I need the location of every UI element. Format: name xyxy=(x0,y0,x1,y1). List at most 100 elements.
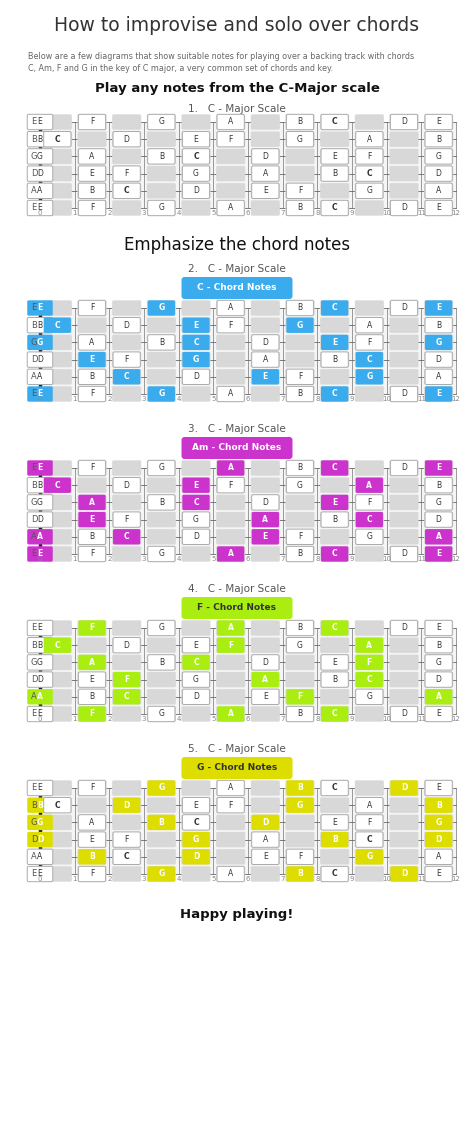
Text: A: A xyxy=(228,118,233,127)
Text: 10: 10 xyxy=(382,555,391,562)
FancyBboxPatch shape xyxy=(286,461,314,475)
FancyBboxPatch shape xyxy=(78,200,106,216)
FancyBboxPatch shape xyxy=(78,352,106,367)
FancyBboxPatch shape xyxy=(320,495,349,510)
Text: 8: 8 xyxy=(315,716,319,722)
Text: 4: 4 xyxy=(176,876,181,882)
FancyBboxPatch shape xyxy=(78,866,107,881)
FancyBboxPatch shape xyxy=(78,689,106,704)
FancyBboxPatch shape xyxy=(390,815,419,830)
FancyBboxPatch shape xyxy=(112,512,141,527)
Text: B: B xyxy=(298,118,302,127)
FancyBboxPatch shape xyxy=(216,638,245,653)
Text: 9: 9 xyxy=(350,210,354,216)
FancyBboxPatch shape xyxy=(43,638,72,653)
FancyBboxPatch shape xyxy=(112,781,141,796)
FancyBboxPatch shape xyxy=(424,461,453,475)
FancyBboxPatch shape xyxy=(251,131,280,147)
FancyBboxPatch shape xyxy=(425,529,452,544)
FancyBboxPatch shape xyxy=(285,131,315,147)
Text: E: E xyxy=(436,870,441,879)
Text: C: C xyxy=(366,355,372,365)
FancyBboxPatch shape xyxy=(182,815,210,830)
FancyBboxPatch shape xyxy=(251,815,280,830)
Text: C: C xyxy=(124,853,129,862)
Text: 7: 7 xyxy=(281,395,285,402)
FancyBboxPatch shape xyxy=(182,369,210,384)
Text: G: G xyxy=(193,676,199,685)
FancyBboxPatch shape xyxy=(43,318,72,333)
FancyBboxPatch shape xyxy=(147,114,176,129)
FancyBboxPatch shape xyxy=(182,277,292,299)
FancyBboxPatch shape xyxy=(355,638,384,653)
Text: A: A xyxy=(228,203,233,213)
Text: D: D xyxy=(401,304,407,312)
Text: 3: 3 xyxy=(142,876,146,882)
Text: D: D xyxy=(124,135,129,144)
Text: How to improvise and solo over chords: How to improvise and solo over chords xyxy=(55,16,419,35)
Text: D: D xyxy=(31,169,37,178)
Text: 2: 2 xyxy=(107,876,111,882)
FancyBboxPatch shape xyxy=(182,832,210,847)
FancyBboxPatch shape xyxy=(320,546,349,561)
Text: E: E xyxy=(31,118,36,127)
Text: G: G xyxy=(436,658,442,666)
FancyBboxPatch shape xyxy=(355,849,384,864)
Text: E: E xyxy=(436,550,441,559)
FancyBboxPatch shape xyxy=(147,335,176,350)
FancyBboxPatch shape xyxy=(320,529,349,544)
FancyBboxPatch shape xyxy=(112,200,141,216)
Text: B: B xyxy=(436,321,441,329)
FancyBboxPatch shape xyxy=(216,183,245,199)
Text: F: F xyxy=(90,118,94,127)
FancyBboxPatch shape xyxy=(147,149,176,165)
FancyBboxPatch shape xyxy=(285,149,315,165)
Text: D: D xyxy=(37,169,43,178)
Text: F: F xyxy=(228,135,233,144)
FancyBboxPatch shape xyxy=(27,386,53,401)
FancyBboxPatch shape xyxy=(27,781,53,796)
FancyBboxPatch shape xyxy=(356,655,383,670)
FancyBboxPatch shape xyxy=(112,183,141,199)
FancyBboxPatch shape xyxy=(355,672,384,687)
Text: C: C xyxy=(332,203,337,213)
FancyBboxPatch shape xyxy=(424,512,453,527)
FancyBboxPatch shape xyxy=(182,318,210,333)
Text: C: C xyxy=(332,710,337,719)
FancyBboxPatch shape xyxy=(113,849,140,864)
FancyBboxPatch shape xyxy=(78,849,107,864)
Text: E: E xyxy=(263,186,268,195)
Text: D: D xyxy=(31,355,37,365)
FancyBboxPatch shape xyxy=(320,301,349,315)
FancyBboxPatch shape xyxy=(285,166,315,182)
Text: G: G xyxy=(366,373,373,382)
Text: F: F xyxy=(298,533,302,542)
Text: A: A xyxy=(228,710,234,719)
FancyBboxPatch shape xyxy=(78,166,107,182)
FancyBboxPatch shape xyxy=(390,352,419,367)
Text: C: C xyxy=(193,498,199,506)
Text: C: C xyxy=(332,390,337,399)
FancyBboxPatch shape xyxy=(390,529,419,544)
FancyBboxPatch shape xyxy=(112,131,141,147)
FancyBboxPatch shape xyxy=(251,546,280,561)
FancyBboxPatch shape xyxy=(425,318,452,333)
FancyBboxPatch shape xyxy=(43,386,72,401)
FancyBboxPatch shape xyxy=(40,467,456,554)
FancyBboxPatch shape xyxy=(425,832,452,847)
FancyBboxPatch shape xyxy=(390,318,419,333)
Text: 3: 3 xyxy=(142,716,146,722)
FancyBboxPatch shape xyxy=(251,655,280,670)
FancyBboxPatch shape xyxy=(217,706,244,721)
FancyBboxPatch shape xyxy=(390,621,419,636)
FancyBboxPatch shape xyxy=(425,335,452,350)
FancyBboxPatch shape xyxy=(321,352,348,367)
FancyBboxPatch shape xyxy=(113,689,140,704)
FancyBboxPatch shape xyxy=(78,815,106,830)
FancyBboxPatch shape xyxy=(321,655,348,670)
Text: 2: 2 xyxy=(107,716,111,722)
Text: E: E xyxy=(31,203,36,213)
Text: 12: 12 xyxy=(452,876,460,882)
FancyBboxPatch shape xyxy=(147,369,176,384)
FancyBboxPatch shape xyxy=(320,318,349,333)
